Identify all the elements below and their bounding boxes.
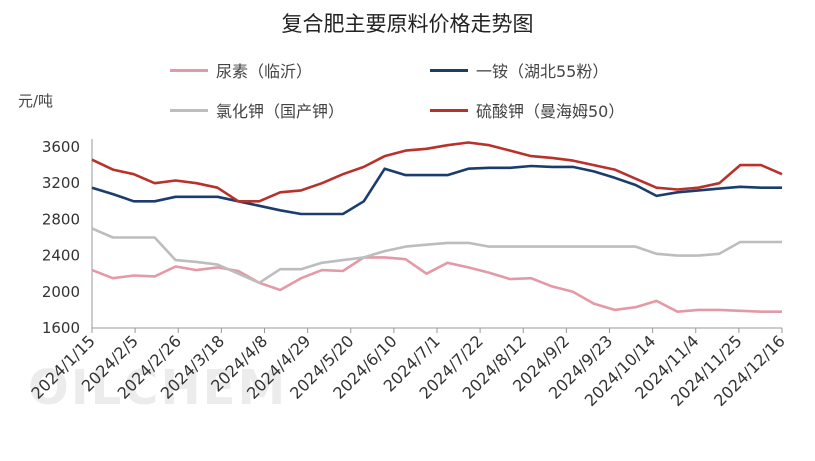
legend-item-map: 一铵（湖北55粉） — [430, 58, 608, 82]
x-axis-ticks: 2024/1/152024/2/52024/2/262024/3/182024/… — [27, 328, 789, 410]
series-line-0 — [91, 256, 782, 314]
y-axis-ticks: 1600 2000 2400 2800 3200 3600 — [42, 138, 80, 337]
legend-label-urea: 尿素（临沂） — [216, 62, 313, 81]
y-tick-label: 2000 — [42, 283, 80, 301]
legend-label-map: 一铵（湖北55粉） — [476, 62, 609, 81]
legend-label-sop: 硫酸钾（曼海姆50） — [476, 102, 625, 121]
legend-swatch-map — [430, 68, 468, 72]
series-lines — [91, 141, 783, 314]
legend-label-kcl: 氯化钾（国产钾） — [216, 102, 345, 121]
legend-item-urea: 尿素（临沂） — [170, 58, 312, 82]
legend-swatch-urea — [170, 68, 208, 72]
y-tick-label: 3600 — [42, 138, 80, 156]
series-line-1 — [91, 164, 782, 216]
legend-item-kcl: 氯化钾（国产钾） — [170, 98, 344, 122]
watermark: OILCHEM — [28, 360, 288, 416]
series-line-2 — [91, 227, 782, 285]
axes — [91, 139, 782, 329]
y-tick-label: 1600 — [42, 319, 80, 337]
y-tick-label: 2800 — [42, 210, 80, 228]
series-line-3 — [91, 141, 783, 203]
legend-item-sop: 硫酸钾（曼海姆50） — [430, 98, 624, 122]
y-axis-label: 元/吨 — [18, 92, 54, 110]
chart-title: 复合肥主要原料价格走势图 — [281, 12, 534, 36]
legend-swatch-sop — [430, 108, 468, 112]
y-tick-label: 2400 — [42, 247, 80, 265]
legend-swatch-kcl — [170, 108, 208, 112]
y-tick-label: 3200 — [42, 174, 80, 192]
